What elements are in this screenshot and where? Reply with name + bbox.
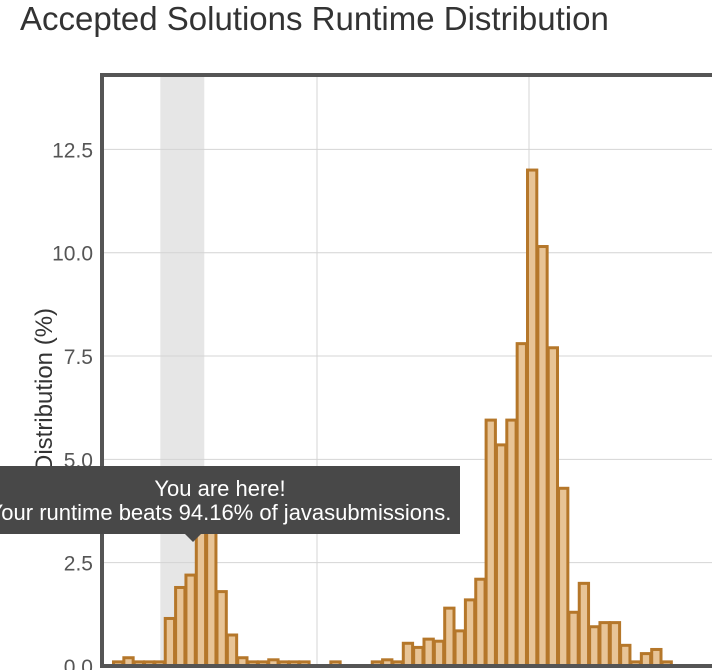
distribution-bar[interactable] bbox=[453, 629, 466, 668]
chart-title: Accepted Solutions Runtime Distribution bbox=[20, 0, 609, 37]
distribution-bar[interactable] bbox=[505, 418, 518, 668]
distribution-bar[interactable] bbox=[526, 168, 539, 668]
plot-frame bbox=[100, 73, 712, 668]
distribution-bar[interactable] bbox=[401, 641, 415, 668]
distribution-bar[interactable] bbox=[546, 346, 560, 668]
distribution-bar[interactable] bbox=[650, 647, 663, 668]
distribution-bar[interactable] bbox=[225, 633, 239, 668]
distribution-bar[interactable] bbox=[588, 625, 601, 668]
distribution-bar[interactable] bbox=[194, 523, 208, 668]
distribution-bar[interactable] bbox=[557, 486, 570, 668]
bars bbox=[112, 168, 673, 668]
distribution-bar[interactable] bbox=[567, 610, 580, 668]
distribution-bar[interactable] bbox=[474, 577, 487, 668]
distribution-bar[interactable] bbox=[443, 606, 456, 668]
y-axis-ticks: 0.02.55.07.510.012.5 bbox=[52, 139, 93, 670]
y-tick-label: 7.5 bbox=[64, 346, 93, 369]
distribution-bar[interactable] bbox=[215, 590, 228, 668]
distribution-bar[interactable] bbox=[515, 342, 528, 668]
distribution-bar[interactable] bbox=[205, 521, 218, 668]
distribution-bar[interactable] bbox=[163, 616, 177, 668]
y-tick-label: 2.5 bbox=[64, 553, 93, 576]
distribution-bar[interactable] bbox=[619, 643, 632, 668]
distribution-bar[interactable] bbox=[608, 621, 622, 668]
y-tick-label: 10.0 bbox=[52, 243, 93, 266]
you-are-here-tooltip: You are here! Your runtime beats 94.16% … bbox=[0, 466, 460, 534]
tooltip-text: Your runtime beats 94.16% of javasubmiss… bbox=[0, 500, 452, 525]
y-tick-label: 12.5 bbox=[52, 139, 93, 162]
distribution-bar[interactable] bbox=[174, 585, 187, 668]
distribution-bar[interactable] bbox=[184, 573, 197, 668]
distribution-bar[interactable] bbox=[598, 621, 611, 668]
distribution-bar[interactable] bbox=[494, 443, 508, 668]
distribution-bar[interactable] bbox=[463, 598, 477, 668]
distribution-bar[interactable] bbox=[432, 639, 446, 668]
distribution-bar[interactable] bbox=[577, 581, 591, 668]
tooltip-title: You are here! bbox=[154, 476, 286, 501]
distribution-bar[interactable] bbox=[536, 245, 549, 668]
distribution-bar[interactable] bbox=[484, 418, 497, 668]
tooltip-arrow bbox=[185, 534, 201, 542]
distribution-bar[interactable] bbox=[422, 637, 435, 668]
y-axis-label: Distribution (%) bbox=[31, 308, 58, 472]
distribution-bar[interactable] bbox=[412, 645, 425, 668]
y-tick-label: 0.0 bbox=[64, 656, 93, 670]
